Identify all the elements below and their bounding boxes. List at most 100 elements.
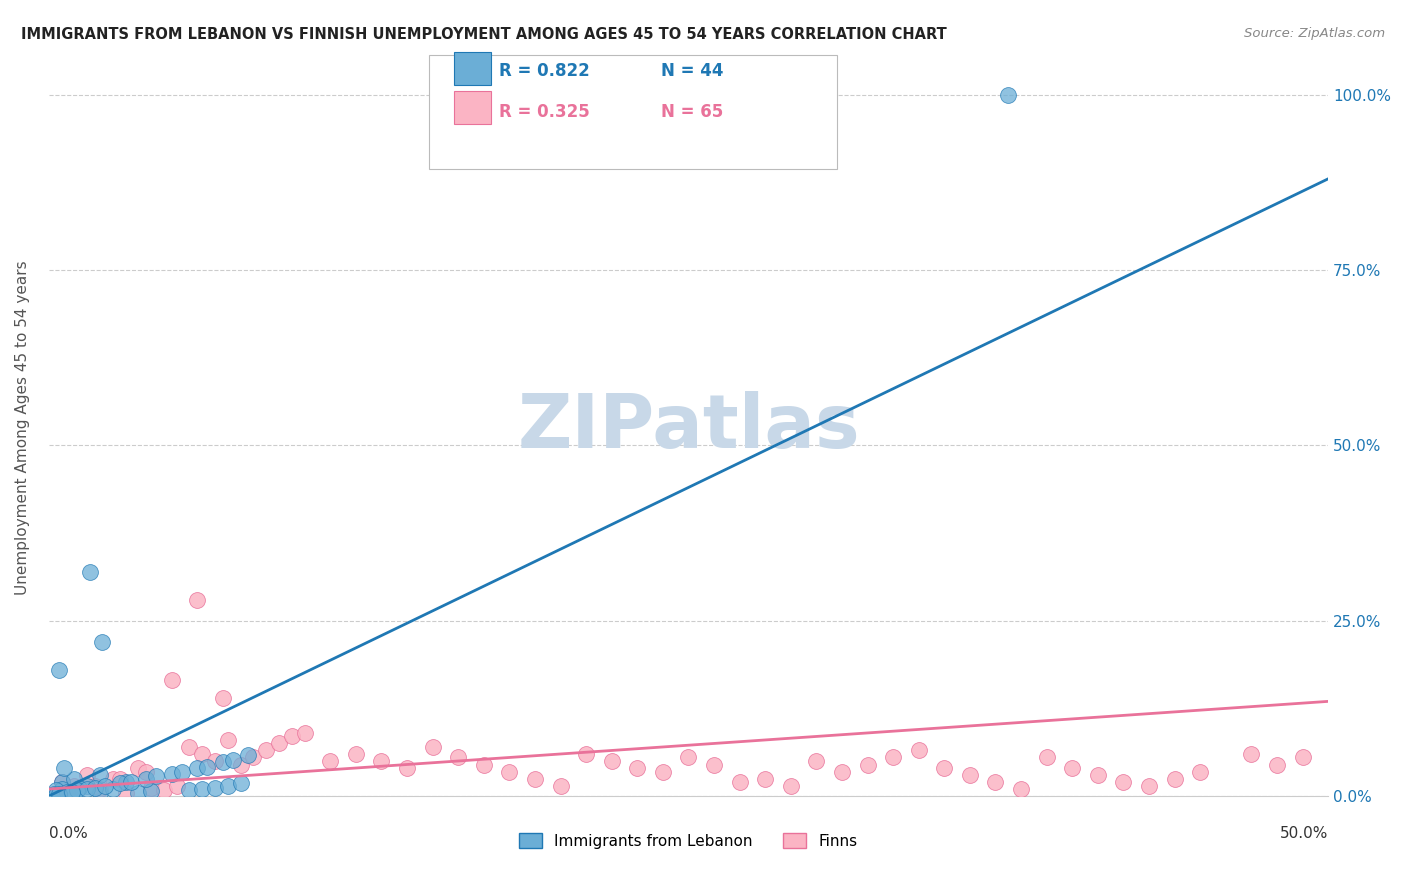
Point <box>76 782 98 797</box>
Legend: Immigrants from Lebanon, Finns: Immigrants from Lebanon, Finns <box>513 827 863 855</box>
Point <box>42 787 65 801</box>
Point <box>1010 782 1032 797</box>
Point <box>45 788 67 802</box>
Point <box>48 787 70 801</box>
Point <box>89 768 111 782</box>
Point <box>523 772 546 786</box>
Point <box>550 779 572 793</box>
Point <box>1265 757 1288 772</box>
Point <box>69 780 91 795</box>
Text: 0.0%: 0.0% <box>49 825 87 840</box>
Point <box>51 775 73 789</box>
Point <box>600 754 623 768</box>
Point <box>1189 764 1212 779</box>
Point <box>114 775 136 789</box>
Point <box>217 779 239 793</box>
Text: ZIPatlas: ZIPatlas <box>517 392 859 465</box>
Point <box>211 690 233 705</box>
Point <box>76 779 98 793</box>
Point <box>229 776 252 790</box>
Point <box>63 779 86 793</box>
Point <box>170 764 193 779</box>
Point <box>191 747 214 761</box>
Point <box>703 757 725 772</box>
Point <box>76 768 98 782</box>
Point <box>120 775 142 789</box>
Point <box>51 775 73 789</box>
Point <box>1087 768 1109 782</box>
Point <box>294 726 316 740</box>
Point <box>58 786 80 800</box>
Point <box>997 87 1019 102</box>
Point <box>89 786 111 800</box>
Point <box>153 783 176 797</box>
Point <box>498 764 520 779</box>
Y-axis label: Unemployment Among Ages 45 to 54 years: Unemployment Among Ages 45 to 54 years <box>15 260 30 595</box>
Point <box>806 754 828 768</box>
Point <box>160 673 183 688</box>
Point <box>984 775 1007 789</box>
Point <box>370 754 392 768</box>
Point <box>626 761 648 775</box>
Point <box>139 780 162 795</box>
Text: N = 44: N = 44 <box>661 62 723 80</box>
Point <box>229 757 252 772</box>
Point <box>254 743 277 757</box>
Point <box>135 772 157 786</box>
Point <box>447 750 470 764</box>
Point <box>83 780 105 795</box>
Point <box>678 750 700 764</box>
Point <box>45 783 67 797</box>
Point <box>856 757 879 772</box>
Point <box>48 663 70 677</box>
Point <box>211 756 233 770</box>
Point <box>779 779 801 793</box>
Point <box>1240 747 1263 761</box>
Point <box>267 736 290 750</box>
Text: N = 65: N = 65 <box>661 103 723 120</box>
Point <box>217 733 239 747</box>
Point <box>135 764 157 779</box>
Point <box>60 786 83 800</box>
Point <box>907 743 929 757</box>
Point <box>422 739 444 754</box>
Point <box>58 786 80 800</box>
Point <box>319 754 342 768</box>
Point <box>160 766 183 780</box>
Point <box>934 761 956 775</box>
Point <box>66 783 89 797</box>
Point <box>79 565 101 579</box>
Point <box>83 779 105 793</box>
Point <box>186 761 208 775</box>
Point <box>127 786 149 800</box>
Text: IMMIGRANTS FROM LEBANON VS FINNISH UNEMPLOYMENT AMONG AGES 45 TO 54 YEARS CORREL: IMMIGRANTS FROM LEBANON VS FINNISH UNEMP… <box>21 27 946 42</box>
Point <box>1112 775 1135 789</box>
Point <box>882 750 904 764</box>
Point <box>1137 779 1160 793</box>
Point <box>60 785 83 799</box>
Point <box>204 754 226 768</box>
Point <box>51 782 73 797</box>
Point <box>91 634 114 648</box>
Point <box>222 753 245 767</box>
Point <box>831 764 853 779</box>
Point <box>127 761 149 775</box>
Point <box>1291 750 1313 764</box>
Point <box>94 779 117 793</box>
Point <box>238 748 260 763</box>
Point <box>139 784 162 798</box>
Point <box>651 764 673 779</box>
Point <box>472 757 495 772</box>
Point <box>1062 761 1084 775</box>
Point <box>186 592 208 607</box>
Point <box>179 783 201 797</box>
Point <box>395 761 418 775</box>
Point <box>191 782 214 797</box>
Text: R = 0.325: R = 0.325 <box>499 103 591 120</box>
Point <box>53 761 76 775</box>
Text: R = 0.822: R = 0.822 <box>499 62 591 80</box>
Text: Source: ZipAtlas.com: Source: ZipAtlas.com <box>1244 27 1385 40</box>
Point <box>55 785 77 799</box>
Point <box>114 786 136 800</box>
Point <box>166 779 188 793</box>
